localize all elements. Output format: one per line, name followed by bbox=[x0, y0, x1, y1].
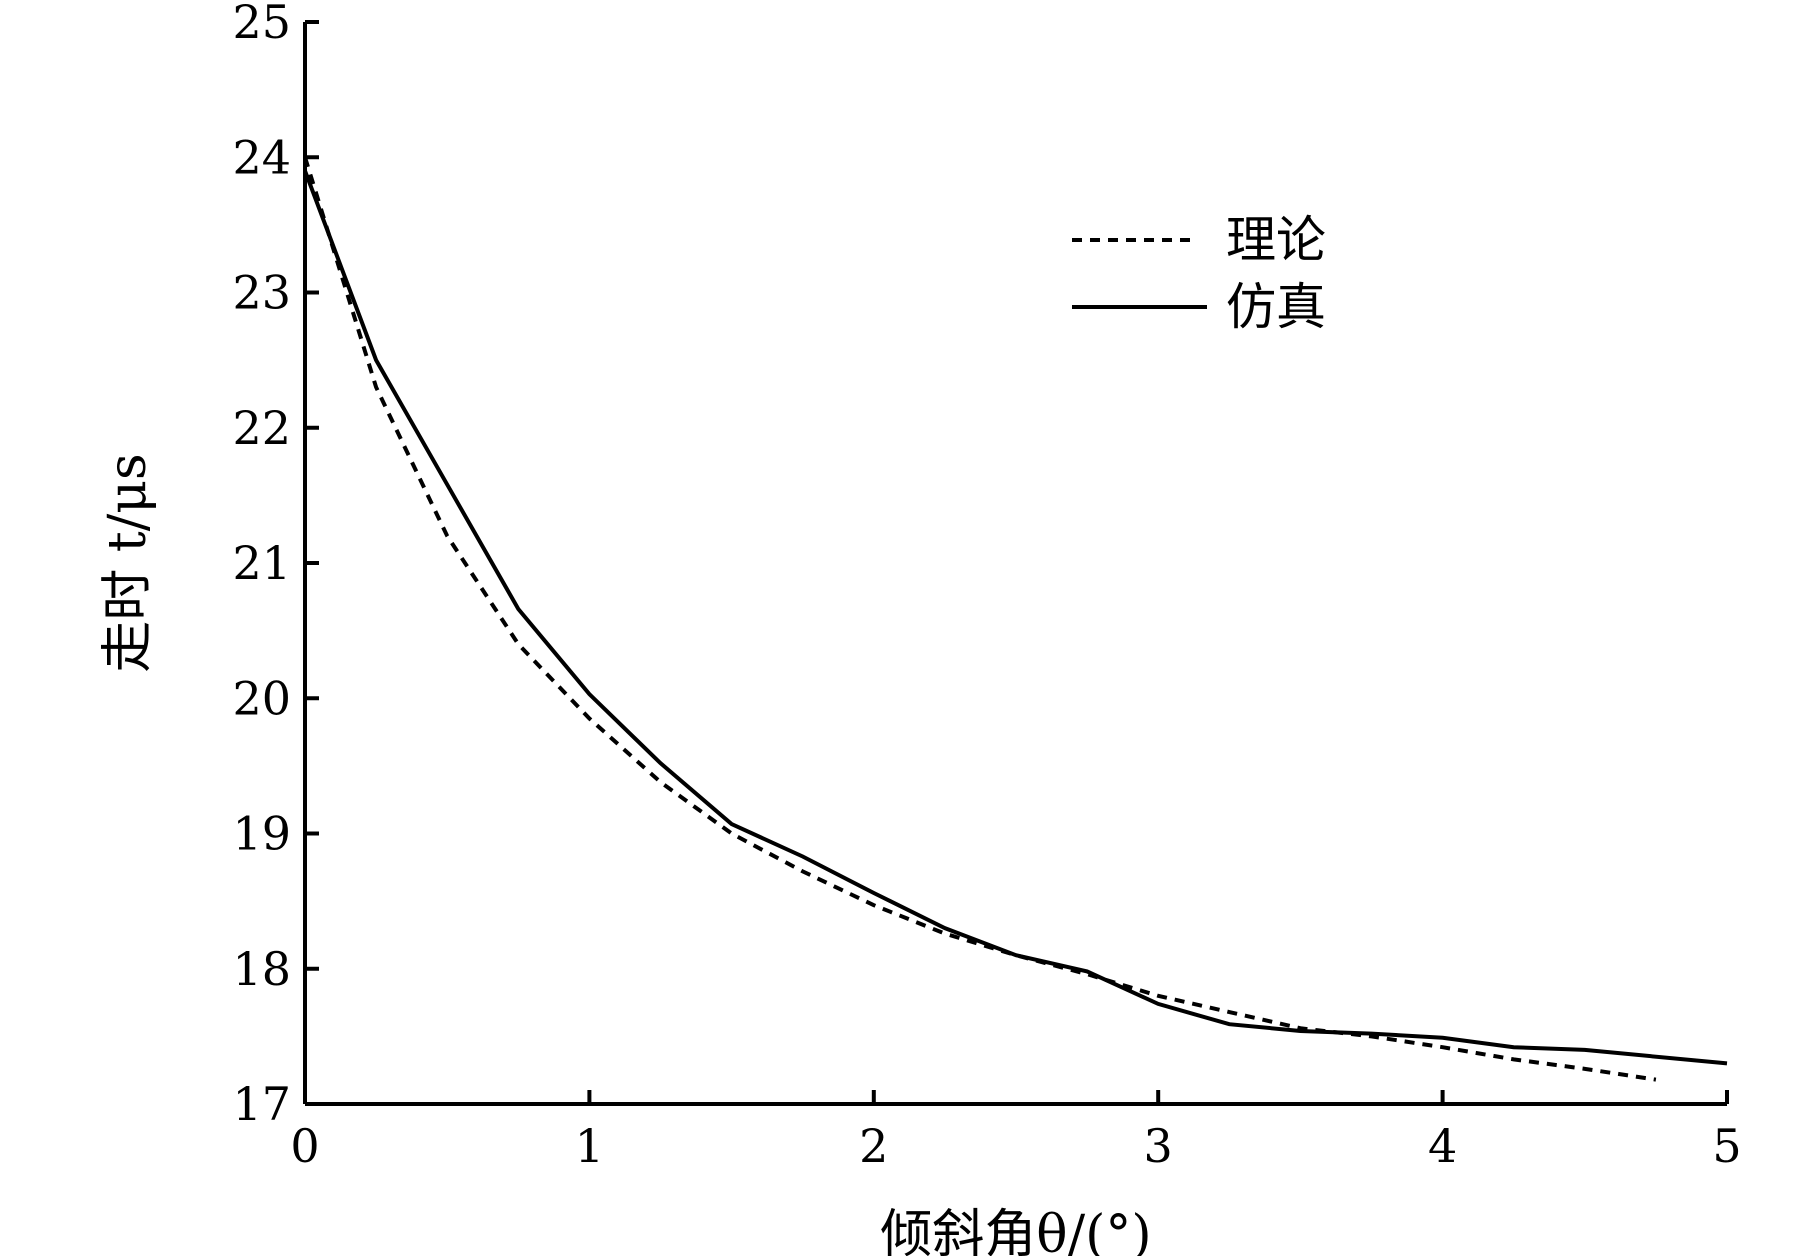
theory-line bbox=[303, 156, 1657, 1082]
y-tick-label: 21 bbox=[232, 536, 291, 590]
series-simulation bbox=[303, 170, 1728, 1066]
simulation-line bbox=[303, 170, 1728, 1066]
legend: 理论 仿真 bbox=[1072, 211, 1326, 336]
y-tick-label: 19 bbox=[232, 807, 291, 861]
y-tick-label: 17 bbox=[232, 1077, 291, 1131]
x-tick-label: 4 bbox=[1428, 1119, 1457, 1173]
x-tick-label: 2 bbox=[859, 1119, 888, 1173]
x-tick-label: 3 bbox=[1144, 1119, 1173, 1173]
axes bbox=[303, 22, 1727, 1106]
y-ticks: 17 18 19 20 21 22 23 24 25 bbox=[232, 0, 319, 1131]
x-tick-label: 0 bbox=[290, 1119, 319, 1173]
series-theory bbox=[303, 156, 1657, 1082]
x-ticks: 0 1 2 3 4 5 bbox=[290, 1090, 1742, 1173]
x-tick-label: 1 bbox=[575, 1119, 604, 1173]
y-axis-label: 走时 t/μs bbox=[98, 453, 158, 672]
x-tick-label: 5 bbox=[1712, 1119, 1741, 1173]
series bbox=[303, 156, 1728, 1082]
legend-theory-label: 理论 bbox=[1226, 211, 1326, 269]
y-tick-label: 20 bbox=[232, 671, 291, 725]
y-tick-label: 24 bbox=[232, 130, 291, 184]
y-tick-label: 18 bbox=[232, 942, 291, 996]
y-tick-label: 22 bbox=[232, 401, 291, 455]
legend-sim-label: 仿真 bbox=[1226, 278, 1326, 336]
y-tick-label: 25 bbox=[232, 0, 291, 49]
x-axis-label: 倾斜角θ/(°) bbox=[880, 1205, 1151, 1256]
y-tick-label: 23 bbox=[232, 266, 291, 320]
